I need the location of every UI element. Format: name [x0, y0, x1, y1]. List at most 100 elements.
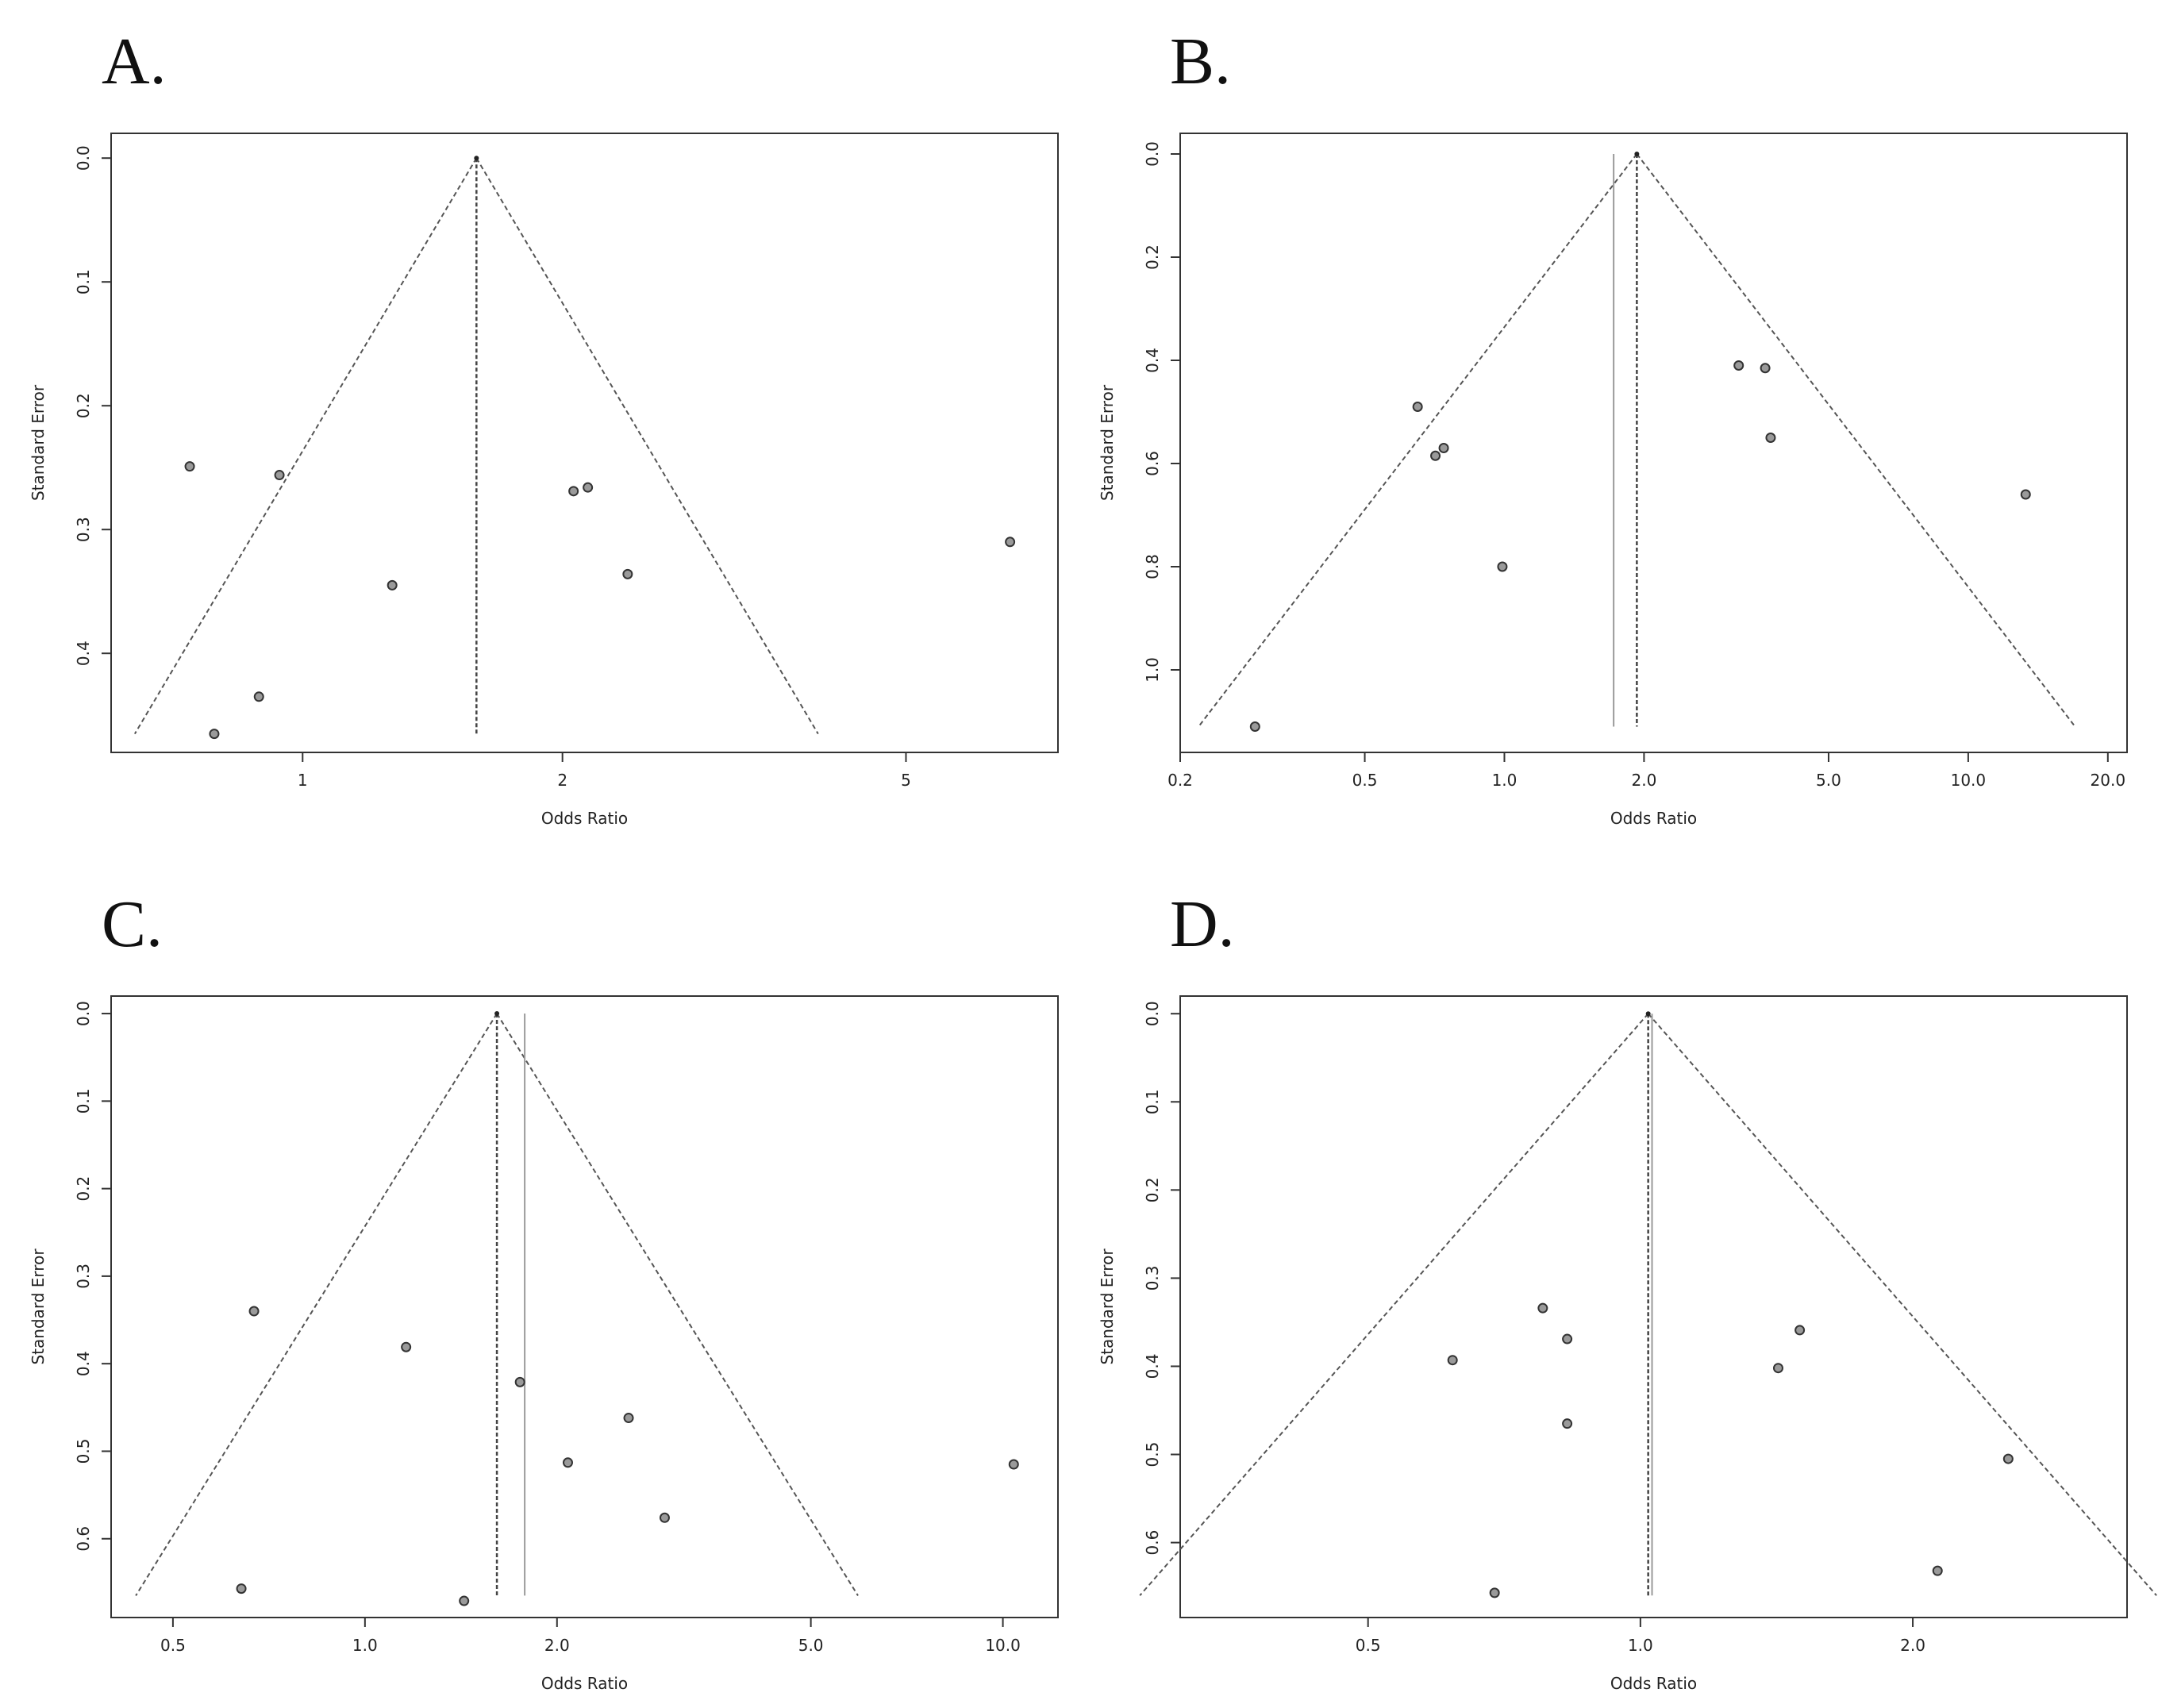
- y-tick-label: 0.2: [74, 393, 93, 418]
- plot-frame: [1179, 995, 2128, 1618]
- y-tick-label: 0.4: [1143, 1354, 1162, 1379]
- study-point: [1562, 1333, 1573, 1344]
- panel-letter: A.: [102, 25, 167, 98]
- y-tick-label: 0.4: [74, 1351, 93, 1376]
- study-point: [1562, 1418, 1573, 1429]
- y-tick-label: 0.2: [1143, 1177, 1162, 1202]
- funnel-plot-panel-1: A. 1 2 5 0.0 0.1 0.2 0.3 0.4 Odds Ratio Standard E…: [29, 25, 1059, 828]
- x-axis-title: Odds Ratio: [541, 809, 628, 828]
- study-point: [401, 1341, 412, 1352]
- study-point: [1005, 537, 1016, 548]
- funnel-right-bound: [475, 157, 819, 735]
- funnel-right-bound: [1647, 1013, 2157, 1596]
- study-point: [459, 1595, 470, 1606]
- study-point: [274, 470, 285, 481]
- study-point: [387, 579, 398, 590]
- y-tick-label: 0.4: [74, 640, 93, 666]
- study-point: [184, 461, 195, 472]
- study-point: [659, 1512, 670, 1523]
- y-tick-label: 0.6: [1143, 1530, 1162, 1556]
- funnel-left-bound: [133, 157, 478, 735]
- y-tick-label: 0.3: [1143, 1265, 1162, 1291]
- study-point: [1430, 450, 1441, 461]
- study-point: [514, 1376, 525, 1387]
- study-point: [1249, 721, 1260, 732]
- x-tick-label: 1: [298, 771, 308, 790]
- x-tick-label: 10.0: [985, 1636, 1021, 1655]
- panel-letter: D.: [1170, 887, 1235, 961]
- y-tick-label: 0.6: [1143, 451, 1162, 476]
- y-tick-label: 0.8: [1143, 554, 1162, 579]
- panel-letter: C.: [102, 887, 163, 961]
- funnel-apex: [1645, 1011, 1651, 1017]
- x-tick-label: 2.0: [1631, 771, 1656, 790]
- x-tick-label: 10.0: [1951, 771, 1987, 790]
- funnel-apex: [1634, 152, 1640, 156]
- y-tick-label: 0.0: [1143, 1001, 1162, 1026]
- x-tick-label: 5.0: [798, 1636, 824, 1655]
- x-tick-label: 2.0: [1900, 1636, 1925, 1655]
- study-point: [1794, 1325, 1806, 1336]
- study-point: [209, 729, 220, 740]
- study-point: [1765, 433, 1776, 443]
- funnel-plot-panel-3: C. 0.5 1.0 2.0 5.0 10.0 0.0 0.1 0.2 0.3 0.4 0.5 0.6 O…: [29, 887, 1059, 1693]
- x-tick-label: 5: [901, 771, 911, 790]
- y-tick-label: 0.1: [1143, 1089, 1162, 1114]
- study-point: [623, 1413, 634, 1424]
- study-point: [622, 568, 633, 579]
- x-axis-title: Odds Ratio: [1610, 809, 1697, 828]
- study-point: [1760, 363, 1771, 374]
- x-tick-label: 0.5: [1356, 1636, 1381, 1655]
- x-tick-label: 1.0: [1492, 771, 1518, 790]
- y-tick-label: 0.2: [1143, 244, 1162, 270]
- study-point: [1497, 561, 1508, 572]
- y-tick-label: 0.4: [1143, 348, 1162, 373]
- x-tick-label: 2.0: [544, 1636, 570, 1655]
- study-point: [1733, 360, 1744, 371]
- x-axis-title: Odds Ratio: [1610, 1674, 1697, 1693]
- study-point: [1772, 1363, 1783, 1374]
- y-tick-label: 0.1: [74, 269, 93, 294]
- study-point: [1932, 1565, 1943, 1576]
- funnel-left-bound: [1139, 1013, 1649, 1596]
- study-point: [1537, 1302, 1548, 1314]
- y-tick-label: 0.3: [74, 1264, 93, 1289]
- funnel-plot-panel-2: B. 0.2 0.5 1.0 2.0 5.0 10.0 20.0 0.0 0.2 0.4 0.6 0.8…: [1098, 25, 2128, 828]
- y-axis-title: Standard Error: [29, 384, 48, 501]
- funnel-right-bound: [1636, 153, 2076, 728]
- y-tick-label: 0.0: [1143, 141, 1162, 167]
- study-point: [1447, 1355, 1458, 1366]
- y-tick-label: 0.1: [74, 1088, 93, 1114]
- x-tick-label: 2: [557, 771, 567, 790]
- study-point: [1412, 402, 1423, 412]
- plot-frame: [1179, 133, 2128, 753]
- y-axis-title: Standard Error: [1098, 1248, 1117, 1365]
- y-tick-label: 0.2: [74, 1176, 93, 1202]
- x-tick-label: 0.5: [160, 1636, 186, 1655]
- study-point: [2020, 489, 2031, 500]
- y-tick-label: 0.5: [1143, 1442, 1162, 1468]
- x-tick-label: 1.0: [1628, 1636, 1653, 1655]
- study-point: [236, 1583, 247, 1595]
- x-tick-label: 5.0: [1816, 771, 1841, 790]
- x-axis-title: Odds Ratio: [541, 1674, 628, 1693]
- plot-frame: [110, 995, 1059, 1618]
- study-point: [253, 691, 264, 702]
- funnel-left-bound: [135, 1013, 498, 1596]
- y-tick-label: 0.6: [74, 1526, 93, 1552]
- x-tick-label: 1.0: [352, 1636, 378, 1655]
- y-tick-label: 0.0: [74, 145, 93, 171]
- y-axis-title: Standard Error: [1098, 384, 1117, 501]
- study-point: [248, 1306, 260, 1317]
- study-point: [2002, 1453, 2014, 1464]
- study-point: [583, 482, 594, 493]
- x-tick-label: 20.0: [2091, 771, 2126, 790]
- study-point: [1008, 1459, 1019, 1470]
- study-point: [562, 1457, 573, 1468]
- plot-frame: [110, 133, 1059, 753]
- funnel-right-bound: [496, 1013, 859, 1596]
- x-tick-label: 0.5: [1352, 771, 1378, 790]
- study-point: [568, 486, 579, 497]
- panel-letter: B.: [1170, 25, 1231, 98]
